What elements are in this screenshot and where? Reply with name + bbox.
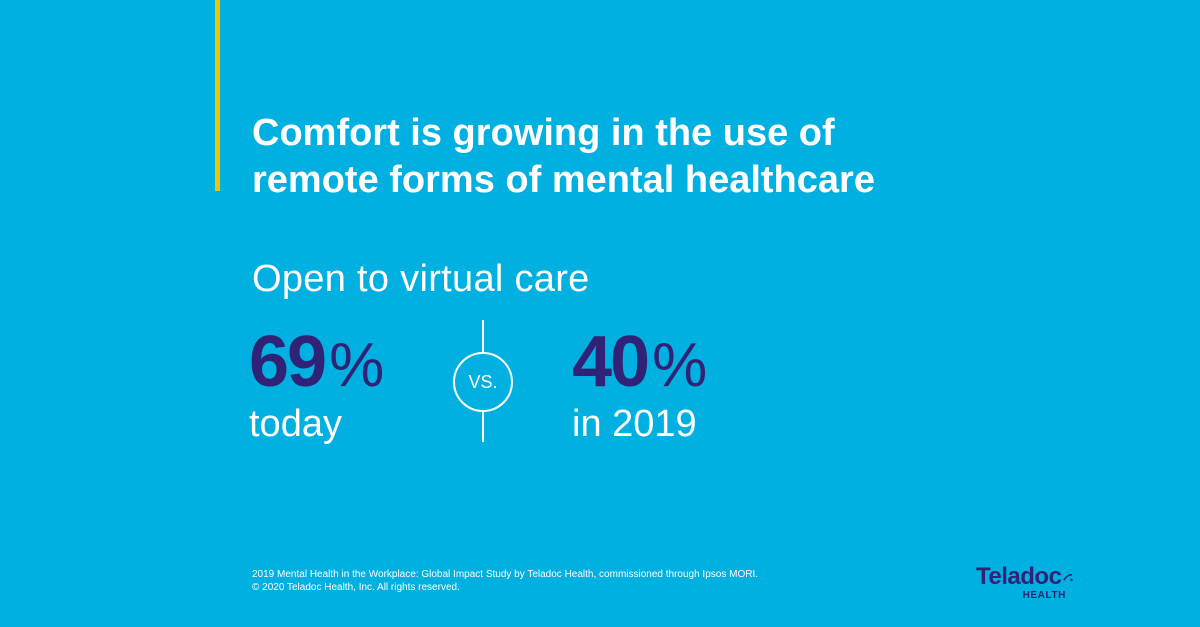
- headline: Comfort is growing in the use of remote …: [252, 110, 1012, 204]
- logo-wordmark-text: Teladoc: [976, 563, 1062, 590]
- stat-today-value: 69 %: [249, 322, 384, 406]
- headline-line-2: remote forms of mental healthcare: [252, 159, 875, 201]
- teladoc-logo: Teladoc HEALTH: [976, 565, 1086, 601]
- footnote-copyright: © 2020 Teladoc Health, Inc. All rights r…: [252, 582, 460, 593]
- logo-wordmark: Teladoc: [976, 565, 1086, 589]
- teladoc-dot-icon: [1063, 574, 1074, 582]
- stat-today-label: today: [249, 403, 342, 445]
- accent-bar: [215, 0, 220, 191]
- vs-divider-top: [482, 320, 484, 352]
- stat-2019-value: 40 %: [572, 322, 707, 406]
- stat-today: 69 % today: [249, 322, 384, 444]
- subtitle: Open to virtual care: [252, 258, 590, 300]
- vs-divider-bottom: [482, 412, 484, 442]
- logo-subword: HEALTH: [1022, 590, 1066, 601]
- vs-badge: VS.: [453, 352, 513, 412]
- stat-today-percent: %: [329, 331, 385, 400]
- stat-2019-label: in 2019: [572, 403, 697, 445]
- stat-today-number: 69: [249, 322, 327, 402]
- headline-line-1: Comfort is growing in the use of: [252, 112, 835, 154]
- stat-2019-number: 40: [572, 322, 650, 402]
- stat-2019-percent: %: [652, 331, 708, 400]
- footnote: 2019 Mental Health in the Workplace: Glo…: [252, 568, 758, 594]
- vs-label: VS.: [468, 371, 498, 392]
- stat-2019: 40 % in 2019: [572, 322, 707, 444]
- footnote-source: 2019 Mental Health in the Workplace: Glo…: [252, 569, 758, 580]
